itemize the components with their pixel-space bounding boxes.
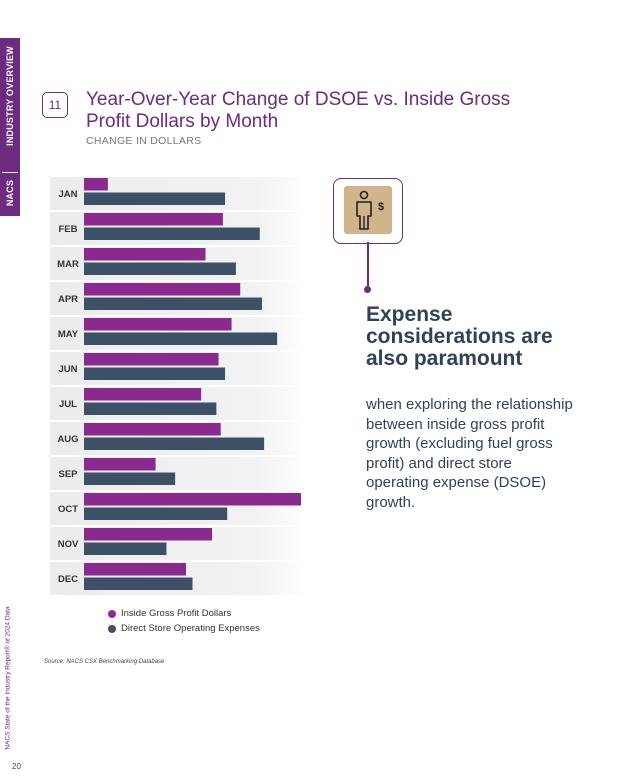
bar-inside-gross-profit	[84, 388, 202, 401]
category-label: AUG	[57, 434, 78, 445]
callout-icon-box: $	[333, 178, 403, 244]
callout-connector-dot	[364, 286, 371, 293]
category-label: DEC	[58, 574, 78, 585]
category-label: APR	[58, 294, 78, 305]
category-label: OCT	[58, 504, 78, 515]
callout-connector	[367, 242, 369, 290]
chart-subtitle: CHANGE IN DOLLARS	[86, 135, 202, 147]
category-label: MAR	[57, 259, 79, 270]
page-number: 20	[12, 762, 21, 771]
legend-item: Inside Gross Profit Dollars	[108, 606, 260, 621]
side-tab-divider	[2, 172, 18, 173]
legend-label: Inside Gross Profit Dollars	[121, 608, 232, 619]
bar-dsoe	[84, 577, 193, 590]
bar-inside-gross-profit	[84, 178, 108, 191]
legend-swatch	[108, 609, 116, 618]
category-label: FEB	[59, 224, 78, 235]
legend-label: Direct Store Operating Expenses	[121, 623, 260, 634]
category-label: NOV	[58, 539, 79, 550]
category-label: SEP	[58, 469, 78, 480]
bar-inside-gross-profit	[84, 318, 232, 331]
bar-inside-gross-profit	[84, 248, 206, 261]
bar-dsoe	[84, 402, 217, 415]
bar-inside-gross-profit	[84, 493, 301, 506]
legend-item: Direct Store Operating Expenses	[108, 621, 260, 636]
bar-inside-gross-profit	[84, 213, 223, 226]
category-label: JAN	[58, 189, 77, 200]
category-label: JUL	[59, 399, 77, 410]
bar-dsoe	[84, 367, 226, 380]
callout-headline: Expense considerations are also paramoun…	[366, 303, 553, 370]
bar-dsoe	[84, 227, 260, 240]
bar-dsoe	[84, 192, 226, 205]
chart-legend: Inside Gross Profit Dollars Direct Store…	[108, 606, 260, 636]
bar-dsoe	[84, 472, 176, 485]
source-note: Source: NACS CSX Benchmarking Database	[44, 659, 165, 665]
bar-dsoe	[84, 542, 167, 555]
figure-number-badge: 11	[42, 92, 68, 118]
bar-inside-gross-profit	[84, 283, 241, 296]
svg-text:$: $	[378, 201, 384, 213]
bar-dsoe	[84, 507, 228, 520]
person-dollar-icon: $	[344, 186, 392, 234]
category-label: MAY	[58, 329, 79, 340]
bar-inside-gross-profit	[84, 353, 219, 366]
legend-swatch	[108, 624, 116, 633]
bar-inside-gross-profit	[84, 563, 186, 576]
bar-dsoe	[84, 297, 262, 310]
bar-dsoe	[84, 332, 278, 345]
bar-inside-gross-profit	[84, 528, 213, 541]
chart-title: Year-Over-Year Change of DSOE vs. Inside…	[86, 89, 511, 132]
category-label: JUN	[58, 364, 77, 375]
section-side-tab: INDUSTRY OVERVIEW NACS	[0, 38, 20, 216]
bar-dsoe	[84, 437, 265, 450]
bar-dsoe	[84, 262, 236, 275]
callout-body: when exploring the relationship between …	[366, 396, 573, 511]
bar-inside-gross-profit	[84, 423, 221, 436]
bar-inside-gross-profit	[84, 458, 156, 471]
